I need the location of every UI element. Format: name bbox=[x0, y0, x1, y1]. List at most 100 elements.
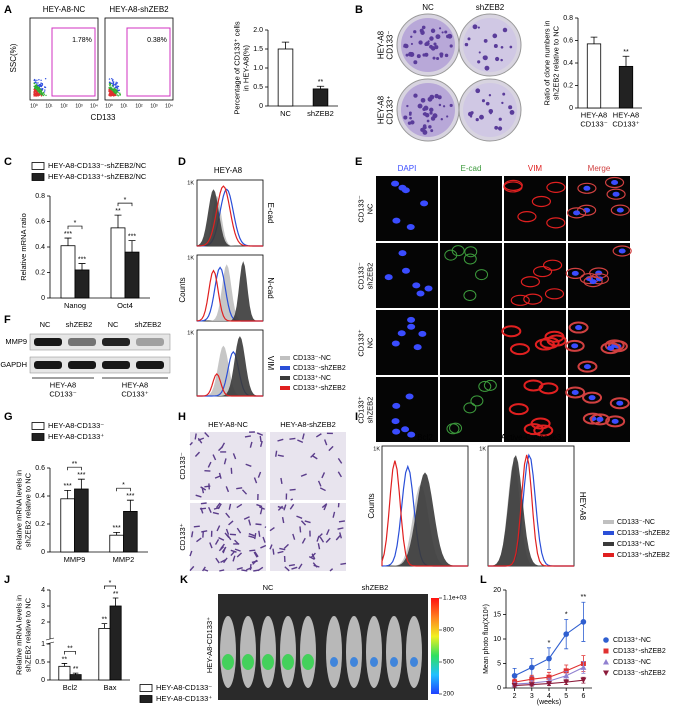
flow-dot bbox=[40, 89, 42, 91]
y-tick-label: 0.2 bbox=[35, 521, 45, 528]
invaded-cell bbox=[259, 435, 262, 443]
flow-dot bbox=[109, 94, 111, 97]
legend-label: CD133⁻-shZEB2 bbox=[293, 365, 346, 372]
panel-label: B bbox=[355, 4, 363, 16]
flow-dot bbox=[112, 92, 114, 94]
y-axis-label: shZEB2 relative to NC bbox=[23, 472, 32, 547]
nucleus bbox=[583, 185, 591, 191]
point bbox=[546, 674, 552, 680]
flow-gate bbox=[51, 27, 96, 97]
bar bbox=[109, 605, 122, 681]
bar bbox=[277, 48, 294, 107]
colony bbox=[408, 113, 412, 116]
y-tick-label: 0.5 bbox=[253, 84, 263, 91]
x-tick-label: shZEB2 bbox=[307, 109, 334, 118]
colorbar-label: 500 bbox=[443, 659, 454, 666]
y-tick-label: 0 bbox=[41, 549, 45, 556]
point bbox=[563, 668, 569, 674]
invaded-cell bbox=[264, 526, 267, 529]
y-tick-label: 0.4 bbox=[35, 493, 45, 500]
flow-dot bbox=[111, 84, 114, 87]
invaded-cell bbox=[289, 488, 296, 491]
nucleus bbox=[418, 330, 427, 337]
stain-row: shZEB2 bbox=[365, 397, 374, 424]
colony bbox=[408, 51, 413, 57]
colony bbox=[425, 113, 430, 118]
legend-label: CD133⁺-NC bbox=[617, 541, 655, 548]
colony bbox=[438, 103, 442, 107]
cell-stain bbox=[464, 246, 478, 258]
group-label: HEY-A8 bbox=[50, 380, 76, 389]
colony bbox=[449, 103, 453, 108]
y-tick-label: 0 bbox=[569, 105, 573, 112]
legend-swatch bbox=[603, 520, 614, 524]
y-tick-label: 1K bbox=[187, 330, 194, 336]
cell-stain bbox=[534, 338, 555, 351]
signal bbox=[262, 654, 274, 670]
group-label: CD133⁻ bbox=[49, 389, 76, 398]
legend-label: CD133⁻-shZEB2 bbox=[617, 530, 670, 537]
significance: ** bbox=[73, 666, 79, 673]
invaded-cell bbox=[215, 502, 221, 509]
point bbox=[580, 677, 587, 684]
point bbox=[603, 637, 609, 643]
flow-dot bbox=[37, 90, 39, 92]
invaded-cell bbox=[277, 454, 284, 457]
invaded-cell bbox=[248, 535, 255, 539]
colony bbox=[419, 28, 424, 33]
invaded-cell bbox=[215, 557, 220, 564]
cell-stain bbox=[508, 403, 529, 416]
lane-label: NC bbox=[108, 320, 119, 329]
colony bbox=[447, 33, 452, 38]
x-tick-label: 5 bbox=[564, 693, 568, 700]
invaded-cell bbox=[340, 562, 347, 565]
colony bbox=[429, 107, 434, 113]
significance: *** bbox=[113, 525, 121, 532]
flow-dot bbox=[37, 84, 40, 86]
invaded-cell bbox=[221, 546, 227, 553]
flow-dot bbox=[44, 86, 46, 88]
comparison: ** bbox=[72, 461, 78, 468]
axis-break-mark bbox=[45, 637, 55, 641]
invaded-cell bbox=[216, 525, 221, 532]
flow-y-label: SSC(%) bbox=[9, 43, 18, 72]
flow-dot bbox=[109, 83, 112, 85]
flow-dot bbox=[115, 81, 117, 84]
comparison: * bbox=[122, 482, 125, 489]
colony bbox=[413, 93, 418, 98]
text-group: SSC(%) bbox=[9, 43, 18, 72]
imaging-column: shZEB2 bbox=[362, 583, 389, 592]
flow-dot bbox=[39, 93, 41, 96]
mouse bbox=[346, 616, 362, 688]
text-group: Relative mRNA levels in shZEB2 relative t… bbox=[14, 595, 32, 675]
flow-dot bbox=[114, 83, 117, 86]
blot-band bbox=[102, 361, 130, 369]
flow-plot-frame bbox=[29, 17, 99, 101]
y-axis-label: Relative mRNA levels in bbox=[14, 595, 23, 675]
cell-stain bbox=[606, 188, 626, 200]
panel-label: H bbox=[178, 411, 186, 423]
legend-swatch bbox=[280, 366, 290, 370]
flow-dot bbox=[34, 79, 36, 82]
y-tick-label: 0 bbox=[497, 685, 501, 692]
cell-stain bbox=[565, 386, 586, 399]
comparison-bracket bbox=[117, 202, 133, 207]
stain-row: NC bbox=[365, 203, 374, 214]
protein-label: MMP9 bbox=[5, 337, 27, 346]
invaded-cell bbox=[225, 486, 230, 493]
colony bbox=[410, 35, 413, 38]
flow-dot bbox=[36, 94, 39, 97]
colony bbox=[430, 129, 434, 133]
flow-dot bbox=[41, 87, 44, 90]
invaded-cell bbox=[254, 551, 259, 558]
micrograph bbox=[568, 243, 630, 308]
flow-dot bbox=[43, 91, 46, 93]
invaded-cell bbox=[335, 535, 341, 541]
error-bar bbox=[114, 214, 122, 228]
colony bbox=[509, 45, 513, 49]
bar bbox=[69, 674, 82, 681]
marker-label: N-cad bbox=[266, 277, 275, 298]
flow-x-tick: 10⁰ bbox=[105, 103, 113, 109]
colony bbox=[444, 30, 448, 34]
point bbox=[511, 683, 518, 689]
